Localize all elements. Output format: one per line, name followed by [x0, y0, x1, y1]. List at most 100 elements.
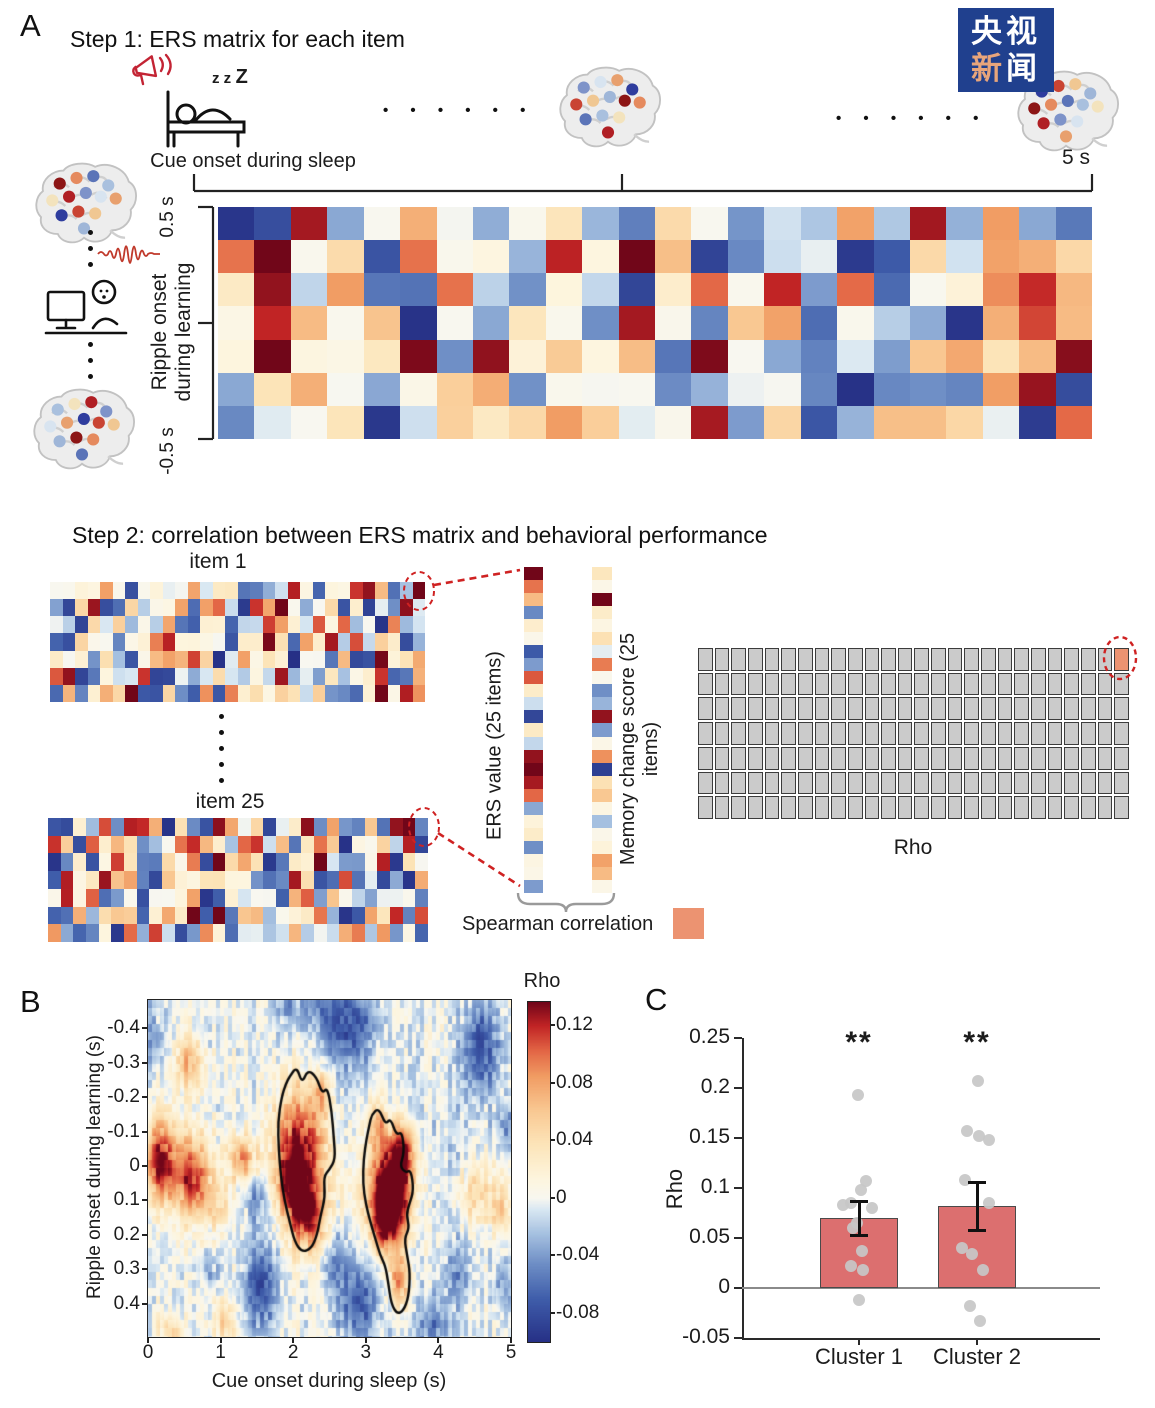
- matrix-cell: [212, 633, 225, 651]
- matrix-cell: [275, 599, 288, 617]
- rho-grid-cell: [698, 746, 713, 770]
- data-point: [964, 1300, 976, 1312]
- matrix-cell: [75, 616, 88, 634]
- matrix-cell: [363, 339, 401, 373]
- rho-grid-cell: [781, 722, 796, 745]
- matrix-cell: [326, 924, 340, 942]
- matrix-cell: [326, 906, 340, 925]
- sleep-timeline-axis: [192, 174, 1094, 193]
- matrix-cell: [218, 273, 255, 307]
- rho-grid-cell: [764, 771, 780, 795]
- rho-grid-cell: [698, 722, 713, 745]
- b-ytick: 0: [129, 1155, 140, 1176]
- matrix-cell: [655, 339, 692, 373]
- matrix-cell: [1055, 207, 1092, 241]
- matrix-cell: [149, 888, 162, 907]
- c-ytick-mark: [734, 1187, 742, 1189]
- matrix-cell: [314, 818, 327, 836]
- data-point: [857, 1264, 869, 1276]
- strip-cell: [524, 723, 543, 737]
- rho-grid-cell: [747, 697, 763, 721]
- matrix-cell: [100, 633, 113, 651]
- matrix-cell: [415, 924, 428, 942]
- matrix-cell: [800, 306, 838, 340]
- matrix-cell: [1055, 273, 1092, 307]
- matrix-cell: [187, 835, 200, 854]
- matrix-cell: [174, 924, 188, 942]
- matrix-cell: [225, 582, 238, 600]
- rho-grid-cell: [1014, 746, 1030, 770]
- c-category-label: Cluster 2: [932, 1344, 1022, 1369]
- strip-cell: [592, 879, 612, 893]
- matrix-cell: [618, 240, 655, 274]
- rho-grid-cell: [797, 771, 813, 795]
- c-ytick: -0.05: [682, 1325, 730, 1348]
- rho-grid-cell: [964, 697, 980, 721]
- matrix-cell: [200, 853, 213, 872]
- matrix-cell: [472, 207, 510, 241]
- matrix-cell: [48, 818, 61, 836]
- matrix-cell: [263, 924, 276, 942]
- matrix-cell: [290, 240, 328, 274]
- matrix-cell: [300, 616, 313, 634]
- matrix-cell: [149, 818, 162, 836]
- matrix-cell: [946, 240, 983, 274]
- rho-grid-cell: [881, 697, 896, 721]
- matrix-cell: [387, 633, 400, 651]
- matrix-cell: [162, 684, 175, 702]
- c-xtick-mark: [976, 1338, 978, 1345]
- rho-grid-cell: [831, 771, 846, 795]
- strip-cell: [524, 697, 543, 711]
- strip-cell: [592, 801, 612, 815]
- matrix-cell: [200, 684, 213, 702]
- rho-grid-cell: [864, 746, 880, 770]
- item1-matrix-heatmap: [50, 582, 425, 702]
- matrix-cell: [982, 339, 1020, 373]
- strip-cell: [524, 788, 543, 802]
- matrix-cell: [200, 633, 213, 651]
- c-ytick-mark: [734, 1287, 742, 1289]
- matrix-cell: [909, 240, 947, 274]
- rho-grid-cell: [714, 746, 730, 770]
- matrix-cell: [377, 924, 390, 942]
- matrix-cell: [326, 871, 340, 889]
- matrix-cell: [582, 306, 619, 340]
- matrix-cell: [352, 888, 365, 907]
- rho-grid-cell: [814, 722, 830, 745]
- cctv-news-watermark-logo: 央视 新闻: [958, 8, 1054, 92]
- rho-grid-cell: [947, 648, 963, 671]
- matrix-cell: [60, 853, 74, 872]
- rho-grid-cell: [731, 722, 746, 745]
- matrix-cell: [276, 818, 289, 836]
- b-ytick-mark: [142, 1130, 148, 1133]
- matrix-cell: [73, 818, 86, 836]
- rho-grid-cell: [1047, 672, 1063, 696]
- strip-cell: [592, 632, 612, 646]
- matrix-cell: [655, 207, 692, 241]
- matrix-cell: [187, 633, 200, 651]
- matrix-cell: [312, 650, 325, 668]
- matrix-cell: [545, 207, 583, 241]
- rho-grid-cell: [731, 796, 746, 819]
- strip-cell: [592, 749, 612, 763]
- matrix-cell: [175, 667, 188, 685]
- matrix-cell: [150, 616, 163, 634]
- brain-illustration: [26, 384, 138, 480]
- matrix-cell: [175, 599, 188, 617]
- matrix-cell: [509, 306, 546, 340]
- rho-grid-cell: [847, 771, 863, 795]
- matrix-cell: [618, 405, 655, 439]
- c-ytick-mark: [734, 1037, 742, 1039]
- matrix-cell: [400, 582, 413, 600]
- matrix-cell: [727, 240, 765, 274]
- data-point: [961, 1125, 973, 1137]
- matrix-cell: [415, 906, 428, 925]
- matrix-cell: [187, 650, 200, 668]
- matrix-cell: [509, 405, 546, 439]
- matrix-cell: [946, 405, 983, 439]
- rho-grid-cell: [997, 722, 1013, 745]
- matrix-cell: [287, 650, 300, 668]
- matrix-cell: [1055, 405, 1092, 439]
- matrix-cell: [150, 633, 163, 651]
- matrix-cell: [73, 835, 86, 854]
